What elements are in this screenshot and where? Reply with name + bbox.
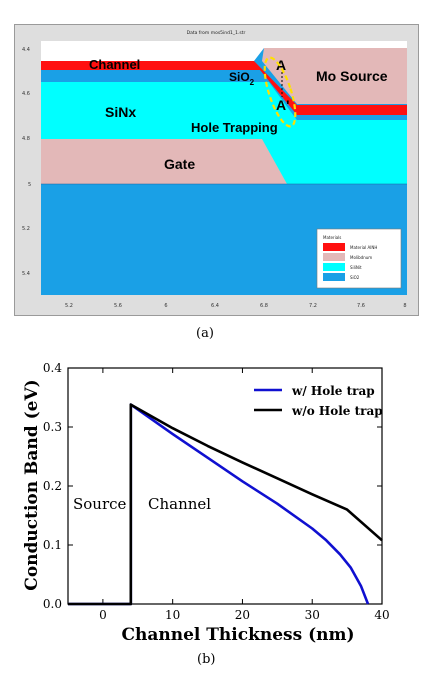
y-axis: 4.4 4.6 4.8 5 5.2 5.4 [22,47,31,277]
x-tick-label: 8 [403,303,406,309]
legend-item-label: Material AlNH [350,245,377,250]
mo-source-label: Mo Source [316,68,388,84]
legend-item-label: SiO2 [350,275,360,280]
y-tick-label: 4.6 [22,91,30,97]
sio2-label: SiO2 [229,70,255,87]
x-tick-label: 30 [305,608,320,622]
mo-source-region [262,48,407,104]
legend-title: Materials [323,235,341,240]
channel-layer [41,61,407,115]
y-tick-label: 5 [28,182,31,188]
x-tick-label: 7.2 [309,303,317,309]
sio2-label-main: SiO [229,70,250,84]
y-tick-label: 5.4 [22,271,30,277]
x-tick-label: 6.8 [260,303,268,309]
chart-series [68,403,383,606]
legend-label-hole-trap: w/ Hole trap [291,384,375,398]
x-tick-label: 10 [165,608,180,622]
legend-label-no-hole-trap: w/o Hole trap [291,404,383,418]
y-tick-label: 4.8 [22,136,30,142]
window-title: Data from mos5ind1_1.str [187,30,246,36]
region-labels: Channel SiO2 Mo Source SiNx Hole Trappin… [89,57,388,172]
x-axis-label: Channel Thickness (nm) [121,625,354,645]
top-background [41,41,407,61]
hole-trapping-label: Hole Trapping [191,120,278,135]
annotation-channel: Channel [148,495,211,513]
y-tick-label: 0.4 [43,361,62,375]
annotation-source: Source [73,495,127,513]
y-tick-label: 0.2 [43,479,62,493]
sio2-label-subscript: 2 [250,78,255,87]
x-tick-label: 40 [374,608,389,622]
marker-a-prime-label: A' [276,97,289,113]
channel-label: Channel [89,57,140,72]
gate-label: Gate [164,156,195,172]
legend-swatch [323,263,345,271]
y-tick-label: 5.2 [22,226,30,232]
x-tick-label: 6.4 [211,303,219,309]
marker-a-label: A [276,57,286,73]
legend-swatch [323,253,345,261]
y-tick-label: 0.3 [43,420,62,434]
conduction-band-chart: 0 10 20 30 40 0.0 0.1 0.2 0.3 0.4 Conduction Band… [22,361,390,645]
plot-region [41,41,407,295]
device-cross-section-figure: Data from mos5ind1_1.str 4.4 4.6 4.8 5 5… [14,24,419,316]
y-tick-label: 0.1 [43,538,62,552]
x-tick-label: 7.6 [357,303,365,309]
legend-item-label: SiliNit [350,265,362,270]
legend-item-label: Molibdnum [350,255,372,260]
legend-swatch [323,273,345,281]
x-tick-label: 5.6 [114,303,122,309]
gate-region [41,139,287,184]
legend-swatch [323,243,345,251]
caption-a: (a) [196,326,214,341]
y-tick-label: 0.0 [43,597,62,611]
x-tick-label: 20 [235,608,250,622]
y-tick-label: 4.4 [22,47,30,53]
x-tick-label: 6 [164,303,167,309]
x-tick-label: 0 [99,608,107,622]
chart-axes: 0 10 20 30 40 0.0 0.1 0.2 0.3 0.4 [43,361,390,622]
hole-trap-highlight-ellipse [263,56,297,128]
y-axis-label: Conduction Band (eV) [22,379,42,590]
x-tick-label: 5.2 [65,303,73,309]
caption-b: (b) [197,652,216,667]
sio2-layer-top [41,70,407,120]
series-line-1 [68,403,383,606]
materials-legend: Materials Material AlNH Molibdnum SiliNi… [316,228,402,289]
sinx-label: SiNx [105,104,136,120]
x-axis: 5.2 5.6 6 6.4 6.8 7.2 7.6 8 [65,303,407,309]
chart-legend: w/ Hole trap w/o Hole trap [254,384,383,418]
